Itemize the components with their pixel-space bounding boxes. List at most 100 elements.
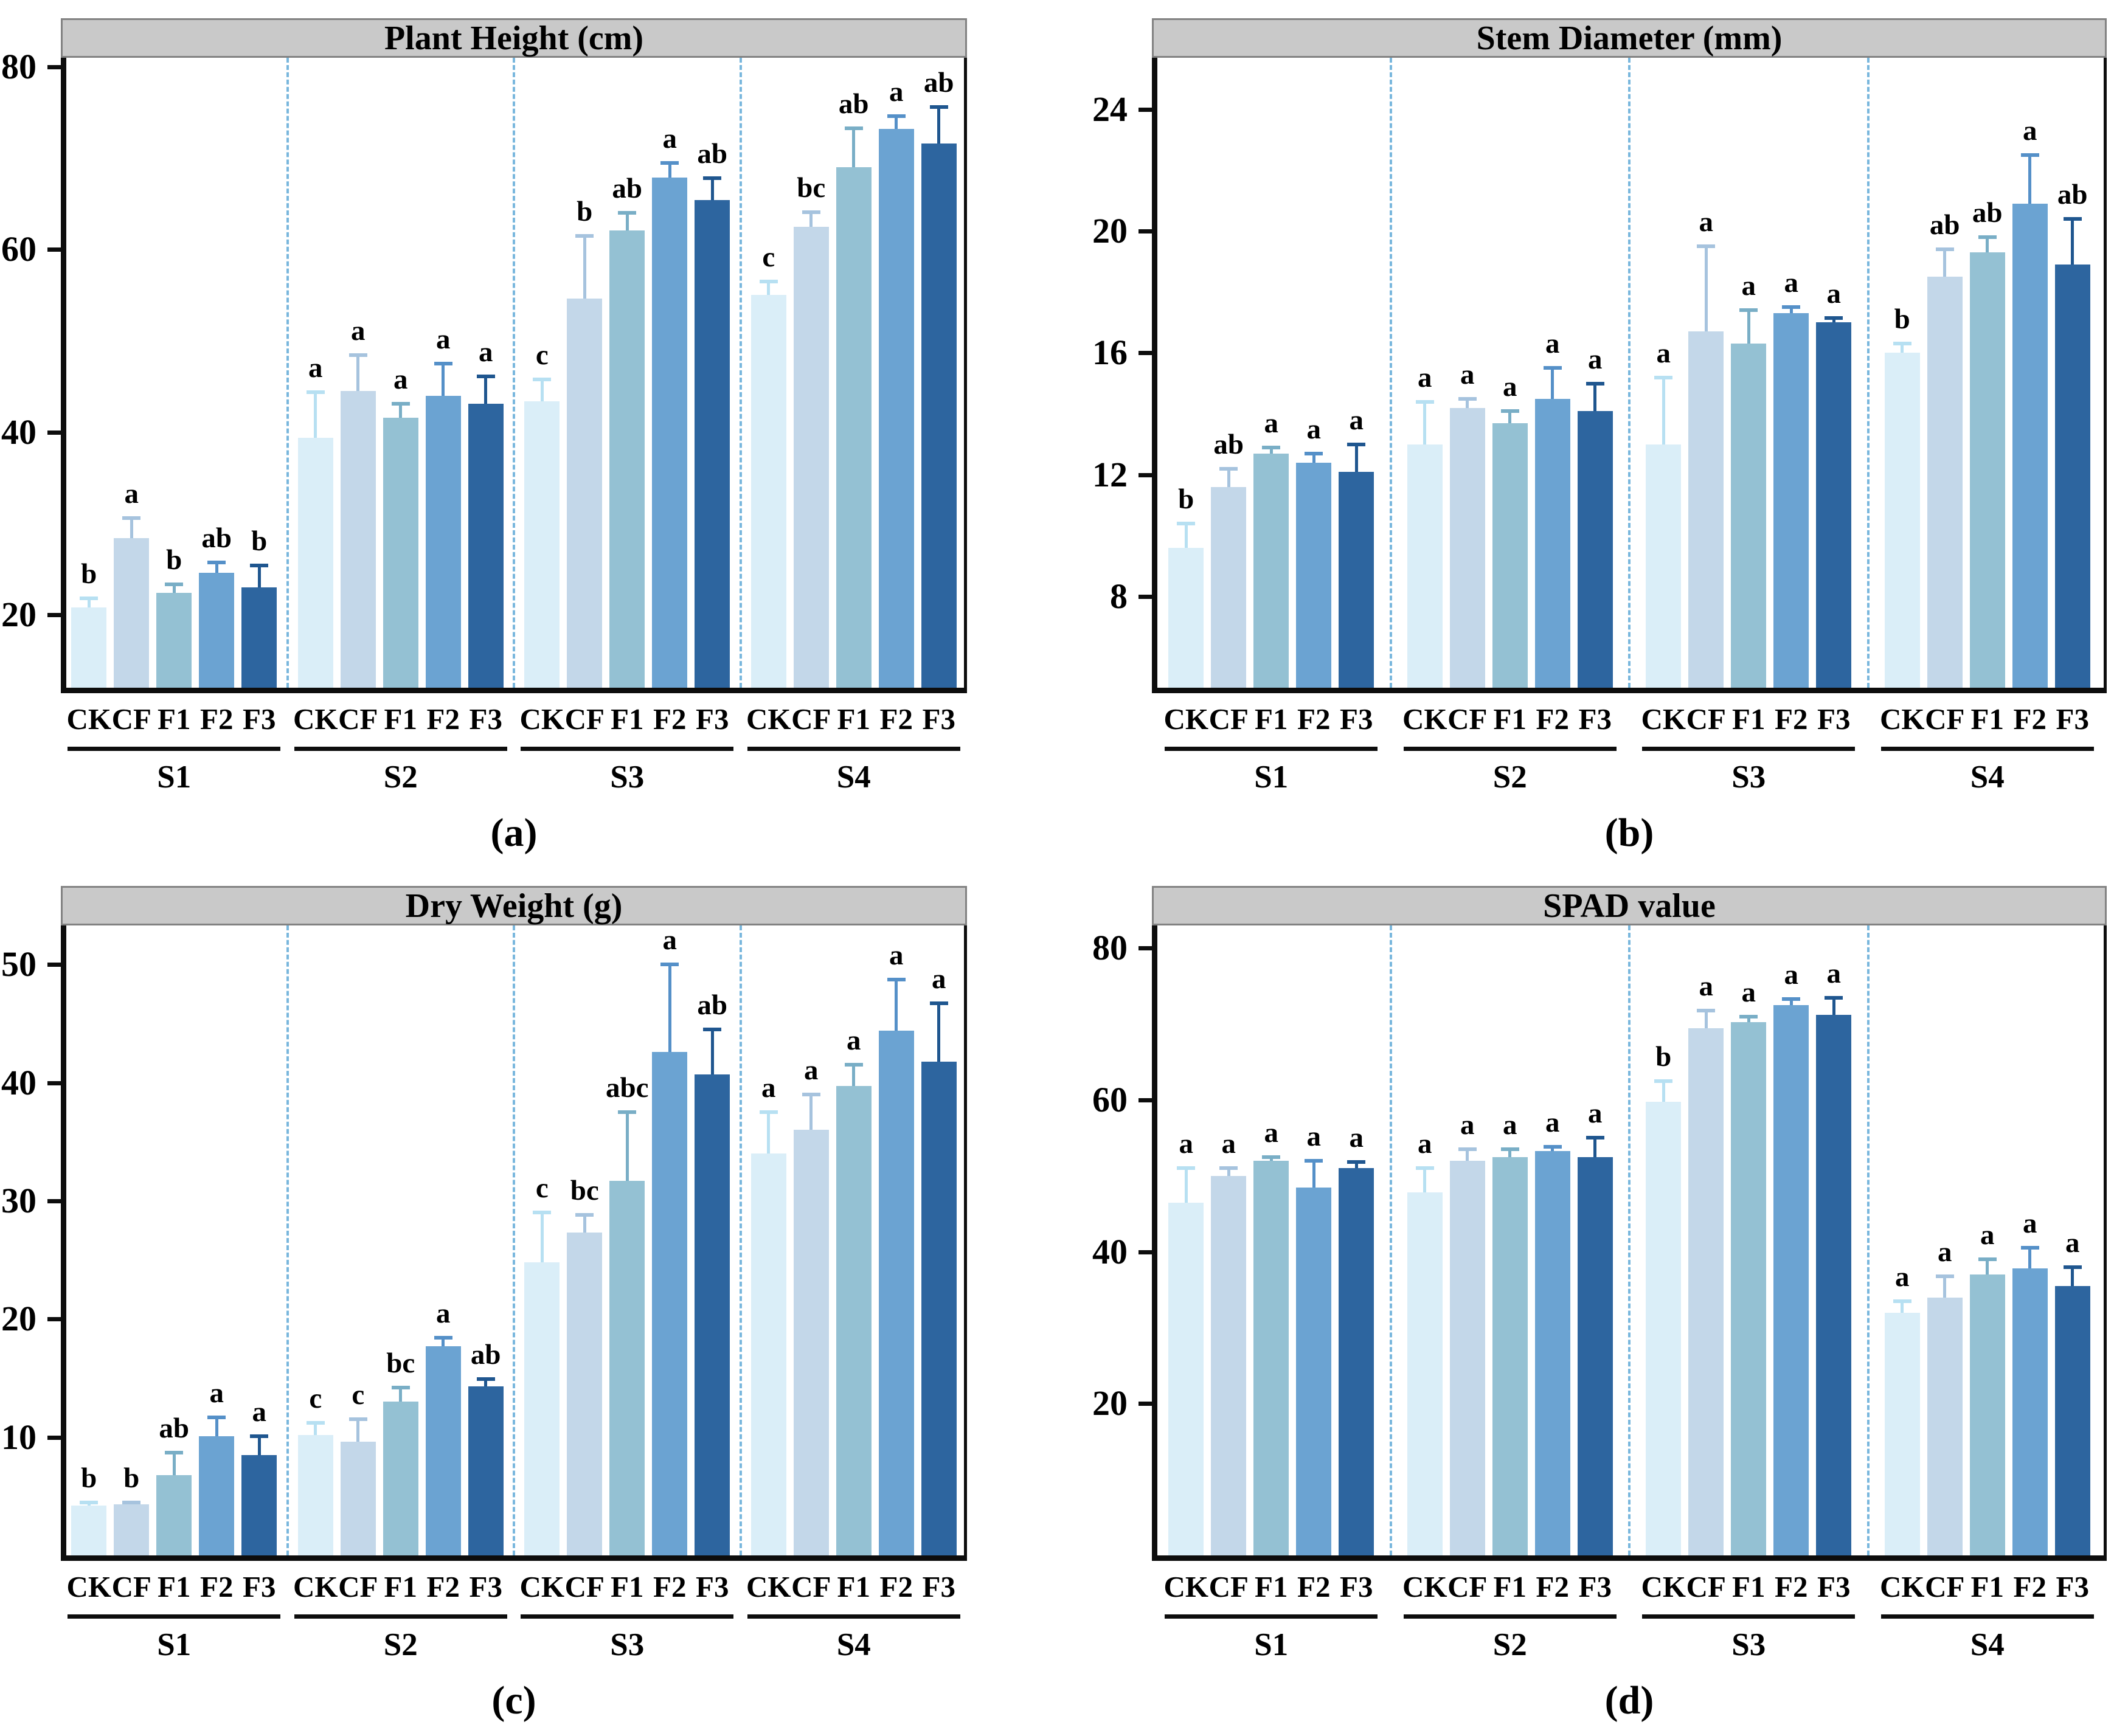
error-whisker <box>1662 377 1665 444</box>
sig-letter: a <box>662 924 678 956</box>
error-whisker <box>2028 1248 2032 1269</box>
x-series-label: F3 <box>696 1570 729 1603</box>
error-whisker <box>1662 1081 1665 1102</box>
sig-letter: ab <box>159 1412 190 1444</box>
plot-area <box>1152 58 2107 693</box>
bar <box>156 1475 192 1555</box>
y-tick-label: 20 <box>1 1299 36 1339</box>
error-cap <box>250 1434 269 1438</box>
group-label: S2 <box>1492 759 1527 795</box>
x-series-label: F1 <box>384 702 417 736</box>
y-tick-label: 40 <box>1092 1231 1128 1271</box>
bar <box>793 1130 829 1555</box>
y-tick-label: 30 <box>1 1180 36 1220</box>
error-cap <box>1415 399 1434 404</box>
panel-title-band: SPAD value <box>1152 886 2107 925</box>
bar <box>1731 344 1767 688</box>
error-whisker <box>257 565 261 587</box>
sig-letter: a <box>436 323 451 355</box>
group-underline <box>1880 1614 2094 1619</box>
bar <box>836 167 872 688</box>
error-cap <box>844 1063 863 1067</box>
bar <box>1773 1005 1809 1555</box>
x-series-label: F3 <box>243 1570 276 1603</box>
error-whisker <box>2071 219 2074 265</box>
y-tick-label: 60 <box>1092 1080 1128 1120</box>
error-cap <box>1305 451 1323 455</box>
x-series-label: F1 <box>1493 1570 1527 1603</box>
sig-letter: a <box>1699 970 1714 1002</box>
x-series-label: F2 <box>426 702 460 736</box>
sig-letter: ab <box>1213 428 1244 460</box>
error-whisker <box>625 1112 629 1181</box>
sig-letter: a <box>889 939 904 972</box>
error-cap <box>1825 316 1843 320</box>
error-cap <box>660 963 679 967</box>
group-label: S1 <box>157 759 192 795</box>
group-separator <box>1866 58 1870 688</box>
y-tick-mark <box>47 65 61 69</box>
error-whisker <box>172 584 176 593</box>
panel-tag: (d) <box>1604 1678 1654 1723</box>
panel-title: SPAD value <box>1543 887 1716 925</box>
error-cap <box>759 1110 778 1115</box>
bar <box>1534 1150 1570 1555</box>
y-tick-mark <box>1139 1402 1152 1406</box>
sig-letter: b <box>251 525 268 557</box>
group-label: S3 <box>1731 1627 1766 1662</box>
y-tick-mark <box>1139 351 1152 356</box>
bar <box>1731 1022 1767 1555</box>
error-cap <box>1697 1008 1716 1012</box>
x-series-label: CK <box>1163 702 1209 736</box>
panel-stem-diameter: Stem Diameter (mm) (b) 8 12 16 20 24 b CK ab CF a… <box>1064 0 2128 868</box>
bar <box>567 299 603 688</box>
error-whisker <box>484 1379 488 1387</box>
x-series-label: F3 <box>1578 702 1612 736</box>
x-series-label: F3 <box>696 702 729 736</box>
error-whisker <box>1184 523 1188 548</box>
sig-letter: a <box>1588 1098 1603 1130</box>
sig-letter: c <box>352 1379 365 1411</box>
error-whisker <box>668 162 671 178</box>
group-separator <box>286 925 289 1555</box>
bar <box>836 1086 872 1555</box>
sig-letter: bc <box>797 171 826 204</box>
error-whisker <box>356 355 360 392</box>
sig-letter: b <box>577 195 593 227</box>
y-tick-label: 80 <box>1092 928 1128 968</box>
error-cap <box>618 1110 637 1115</box>
x-series-label: CK <box>66 702 112 736</box>
panel-plant-height: Plant Height (cm) (a) 20 40 60 80 b CK a CF b F1 a… <box>0 0 1064 868</box>
x-series-label: CF <box>791 702 831 736</box>
x-series-label: CK <box>1880 1570 1925 1603</box>
x-series-label: F3 <box>922 702 955 736</box>
y-tick-mark <box>47 963 61 967</box>
sig-letter: a <box>1741 270 1756 302</box>
error-whisker <box>1354 444 1358 472</box>
sig-letter: ab <box>697 138 728 170</box>
error-cap <box>1262 445 1281 449</box>
bar <box>1927 1297 1963 1555</box>
x-series-label: F3 <box>1340 1570 1373 1603</box>
error-cap <box>476 1377 495 1382</box>
sig-letter: a <box>1221 1128 1236 1160</box>
y-tick-label: 40 <box>1 412 36 452</box>
error-whisker <box>1312 1160 1315 1188</box>
x-series-label: F3 <box>1817 1570 1851 1603</box>
error-cap <box>1219 1166 1238 1171</box>
x-series-label: F3 <box>243 702 276 736</box>
bar <box>1211 1175 1247 1555</box>
error-whisker <box>1227 468 1230 487</box>
x-series-label: F1 <box>837 1570 870 1603</box>
group-underline <box>1880 747 2094 751</box>
group-underline <box>1403 1614 1617 1619</box>
sig-letter: ab <box>470 1339 501 1371</box>
bar <box>1339 471 1374 688</box>
error-whisker <box>257 1436 261 1455</box>
sig-letter: a <box>1545 1107 1560 1139</box>
bar <box>609 1180 645 1555</box>
sig-letter: a <box>1179 1128 1194 1160</box>
sig-letter: ab <box>838 88 869 120</box>
group-separator <box>513 58 515 688</box>
bar <box>468 1386 504 1555</box>
